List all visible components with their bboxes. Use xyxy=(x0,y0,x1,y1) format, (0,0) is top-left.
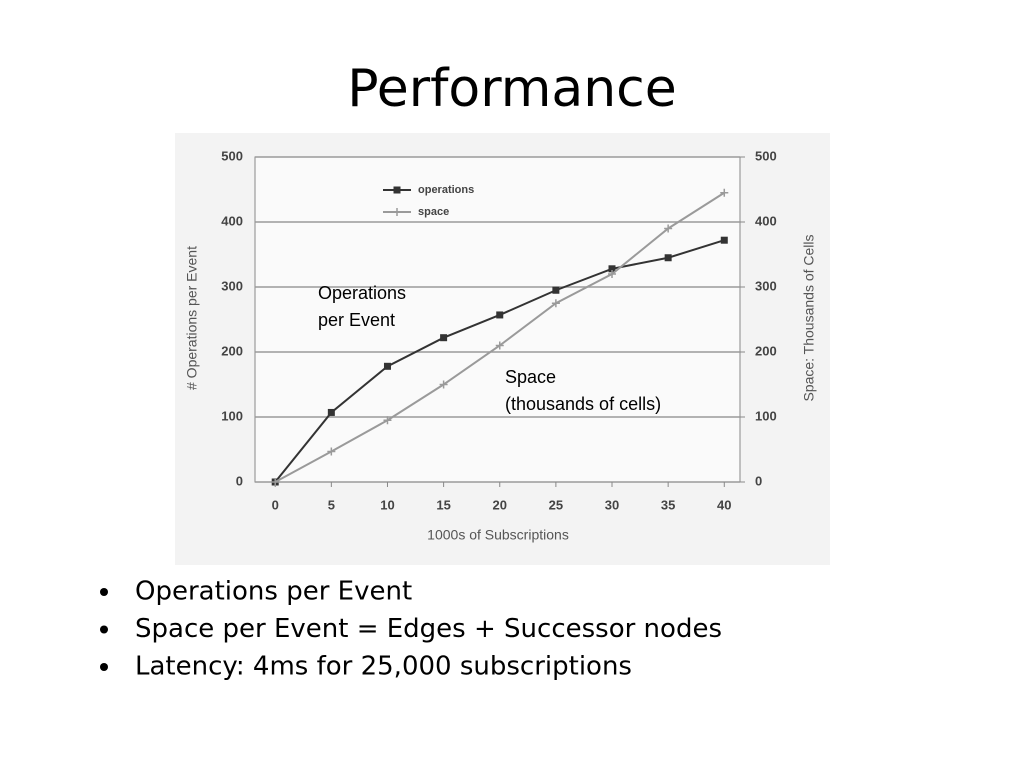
point-marker xyxy=(271,478,280,486)
x-tick-label: 5 xyxy=(328,497,335,512)
slide-title: Performance xyxy=(347,59,677,119)
bullet-list: Operations per Event Space per Event = Ed… xyxy=(100,577,722,682)
bullet-dot xyxy=(100,625,108,634)
y-tick-label: 100 xyxy=(221,408,243,423)
legend-marker xyxy=(393,208,401,216)
y2-tick-label: 500 xyxy=(755,148,777,163)
y-tick-label: 300 xyxy=(221,278,243,293)
annotation: per Event xyxy=(318,310,395,330)
point-marker xyxy=(327,447,336,456)
point-marker xyxy=(440,334,448,342)
x-tick-label: 40 xyxy=(717,497,731,512)
annotation: (thousands of cells) xyxy=(505,394,661,414)
point-marker xyxy=(664,224,673,233)
y-tick-label: 400 xyxy=(221,213,243,228)
point-marker xyxy=(664,254,672,262)
bullet-dot xyxy=(100,588,108,596)
point-marker xyxy=(551,299,560,308)
point-marker xyxy=(439,380,448,389)
x-tick-label: 30 xyxy=(605,497,619,512)
y2-tick-label: 400 xyxy=(755,213,777,228)
y2-tick-label: 300 xyxy=(755,278,777,293)
bullet-text: Latency: 4ms for 25,000 subscriptions xyxy=(135,652,632,682)
y2-axis-label: Space: Thousands of Cells xyxy=(801,234,817,401)
legend-label: operations xyxy=(418,184,474,196)
x-tick-label: 0 xyxy=(272,497,279,512)
x-tick-label: 15 xyxy=(436,497,450,512)
annotation: Operations xyxy=(318,283,406,303)
annotation: Space xyxy=(505,367,556,387)
legend-label: space xyxy=(418,206,449,218)
x-tick-label: 25 xyxy=(549,497,563,512)
y2-tick-label: 0 xyxy=(755,473,762,488)
chart: 0 100 200 300 400 500 0 100 200 300 400 500 0 5 10 15 20… xyxy=(184,148,817,542)
y-tick-label: 500 xyxy=(221,148,243,163)
legend-marker xyxy=(393,186,401,194)
bullet-dot xyxy=(100,663,108,671)
point-marker xyxy=(608,265,616,273)
point-marker xyxy=(495,341,504,350)
x-tick-label: 20 xyxy=(493,497,507,512)
y-axis-label: # Operations per Event xyxy=(184,246,200,390)
point-marker xyxy=(608,270,617,278)
y2-tick-label: 100 xyxy=(755,408,777,423)
point-marker xyxy=(383,416,392,425)
bullet-text: Operations per Event xyxy=(135,577,412,607)
bullet-text: Space per Event = Edges + Successor node… xyxy=(135,614,722,644)
point-marker xyxy=(327,408,335,416)
y-tick-label: 0 xyxy=(236,473,243,488)
point-marker xyxy=(383,362,391,370)
point-marker xyxy=(552,286,560,294)
x-tick-label: 35 xyxy=(661,497,675,512)
point-marker xyxy=(496,311,504,319)
y-tick-label: 200 xyxy=(221,343,243,358)
plot-area xyxy=(254,156,741,483)
y2-tick-label: 200 xyxy=(755,343,777,358)
point-marker xyxy=(720,188,729,197)
x-tick-label: 10 xyxy=(380,497,394,512)
x-axis-label: 1000s of Subscriptions xyxy=(427,527,569,543)
point-marker xyxy=(720,236,728,244)
